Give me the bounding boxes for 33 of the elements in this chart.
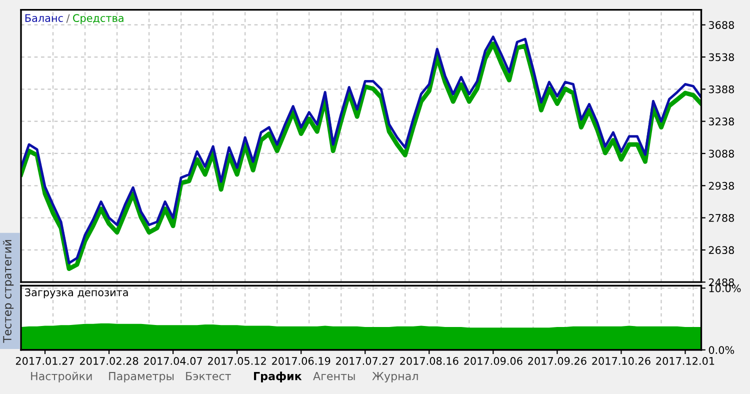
y-tick-label: 3238 xyxy=(708,118,734,126)
text: График xyxy=(254,372,302,382)
x-tick-label: 2017.10.26 xyxy=(592,357,650,365)
text: Агенты xyxy=(313,372,355,380)
y-tick-label: 3088 xyxy=(708,150,734,158)
text: Настройки xyxy=(31,372,92,382)
text: Бэктест xyxy=(186,372,231,380)
text: Журнал xyxy=(372,372,418,382)
text: Баланс xyxy=(25,14,63,22)
y-tick-label: 0.0% xyxy=(708,346,734,354)
x-tick-label: 2017.06.19 xyxy=(272,357,330,365)
y-tick-label: 2638 xyxy=(708,246,734,254)
y-tick-label: 2788 xyxy=(708,214,734,222)
y-tick-label: 10.0% xyxy=(709,284,741,292)
y-tick-label: 3688 xyxy=(708,21,734,29)
text: Средства xyxy=(73,14,124,24)
x-tick-label: 2017.12.01 xyxy=(656,357,714,365)
x-tick-label: 2017.09.06 xyxy=(464,357,522,365)
y-tick-label: 2938 xyxy=(708,182,734,190)
annotation: / xyxy=(66,14,70,23)
x-tick-label: 2017.09.26 xyxy=(528,357,586,365)
x-tick-label: 2017.08.16 xyxy=(400,357,458,365)
y-tick-label: 3388 xyxy=(708,85,734,94)
text: Параметры xyxy=(109,372,174,382)
x-tick-label: 2017.07.27 xyxy=(336,357,394,365)
x-tick-label: 2017.05.12 xyxy=(208,357,266,365)
x-tick-label: 2017.01.27 xyxy=(16,357,74,365)
y-tick-label: 3538 xyxy=(708,53,734,62)
y-tick-label: 2488 xyxy=(708,278,734,286)
chart-title: Загрузка депозита xyxy=(25,288,128,298)
x-tick-label: 2017.02.28 xyxy=(80,357,138,365)
x-tick-label: 2017.04.07 xyxy=(144,357,202,365)
text: Тестер стратегий xyxy=(2,240,14,343)
